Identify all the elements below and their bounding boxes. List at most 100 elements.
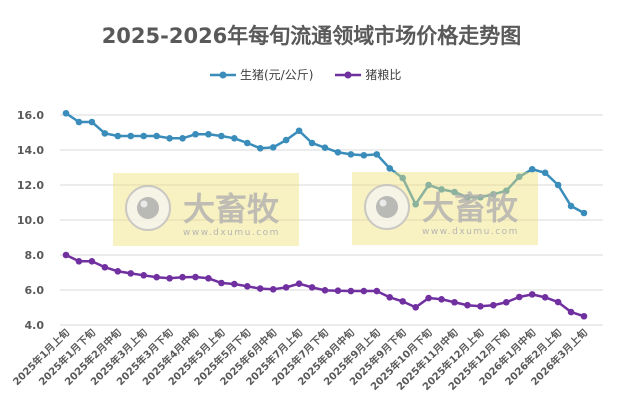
y-tick-label: 4.0 <box>25 319 45 332</box>
data-point-pig-grain-ratio <box>153 273 160 281</box>
data-point-pig-price <box>88 118 96 126</box>
data-point-pig-grain-ratio <box>490 301 497 309</box>
svg-text:www.dxumu.com: www.dxumu.com <box>422 227 519 237</box>
data-point-pig-price <box>62 109 70 117</box>
data-point-pig-grain-ratio <box>554 298 562 306</box>
data-point-pig-price <box>218 132 225 140</box>
data-point-pig-grain-ratio <box>192 273 199 281</box>
data-point-pig-grain-ratio <box>567 308 575 316</box>
legend-marker-pig-grain-ratio <box>335 71 362 78</box>
data-point-pig-grain-ratio <box>528 291 536 298</box>
data-point-pig-price <box>269 144 277 151</box>
data-point-pig-price <box>528 165 536 173</box>
data-point-pig-price <box>567 202 575 210</box>
legend-label-pig-grain-ratio: 猪粮比 <box>365 68 402 82</box>
data-point-pig-price <box>503 187 510 195</box>
data-point-pig-price <box>179 134 186 142</box>
data-point-pig-grain-ratio <box>451 298 458 306</box>
data-point-pig-price <box>464 193 471 201</box>
data-point-pig-price <box>554 181 562 189</box>
data-point-pig-grain-ratio <box>88 258 96 265</box>
y-tick-label: 16.0 <box>17 109 44 122</box>
data-point-pig-price <box>477 193 484 201</box>
data-point-pig-price <box>515 173 523 181</box>
data-point-pig-grain-ratio <box>256 285 264 292</box>
data-point-pig-grain-ratio <box>205 274 212 282</box>
data-point-pig-grain-ratio <box>464 301 471 309</box>
data-point-pig-price <box>75 118 83 126</box>
y-tick-label: 6.0 <box>25 284 45 297</box>
data-point-pig-grain-ratio <box>218 279 225 287</box>
y-tick-label: 8.0 <box>25 249 45 262</box>
data-point-pig-grain-ratio <box>438 295 445 303</box>
data-point-pig-grain-ratio <box>360 287 368 295</box>
data-point-pig-price <box>166 134 173 142</box>
data-point-pig-grain-ratio <box>386 294 394 301</box>
data-point-pig-grain-ratio <box>412 304 419 311</box>
data-point-pig-grain-ratio <box>580 312 588 320</box>
data-point-pig-grain-ratio <box>515 293 523 301</box>
data-point-pig-grain-ratio <box>114 267 122 275</box>
data-point-pig-grain-ratio <box>503 298 510 306</box>
data-point-pig-price <box>101 130 109 137</box>
data-point-pig-grain-ratio <box>62 251 70 259</box>
data-point-pig-price <box>541 169 549 177</box>
data-point-pig-price <box>127 132 135 140</box>
data-point-pig-grain-ratio <box>179 273 186 281</box>
data-point-pig-grain-ratio <box>334 287 342 295</box>
data-point-pig-price <box>114 132 122 140</box>
data-point-pig-grain-ratio <box>231 280 238 288</box>
data-point-pig-grain-ratio <box>75 258 83 265</box>
data-point-pig-grain-ratio <box>269 286 277 293</box>
data-point-pig-price <box>321 144 329 152</box>
data-point-pig-price <box>438 186 445 193</box>
data-point-pig-price <box>347 151 355 158</box>
data-point-pig-grain-ratio <box>101 263 109 271</box>
data-point-pig-price <box>399 174 407 182</box>
y-tick-label: 12.0 <box>17 179 44 192</box>
data-point-pig-price <box>256 144 264 152</box>
legend-label-pig-price: 生猪(元/公斤) <box>240 68 314 82</box>
svg-text:大畜牧: 大畜牧 <box>422 189 519 227</box>
data-point-pig-grain-ratio <box>399 298 407 305</box>
data-point-pig-price <box>580 209 588 217</box>
legend-marker-pig-price <box>210 71 236 78</box>
data-point-pig-price <box>231 134 238 142</box>
data-point-pig-grain-ratio <box>166 274 173 282</box>
data-point-pig-price <box>205 130 212 138</box>
legend-item-pig-price: 生猪(元/公斤) <box>210 66 313 83</box>
data-point-pig-price <box>295 127 303 135</box>
legend: 生猪(元/公斤) 猪粮比 <box>210 66 401 83</box>
data-point-pig-grain-ratio <box>244 283 251 290</box>
data-point-pig-grain-ratio <box>321 287 329 294</box>
data-point-pig-price <box>451 188 458 196</box>
data-point-pig-price <box>140 132 147 140</box>
data-point-pig-grain-ratio <box>295 280 303 288</box>
legend-item-pig-grain-ratio: 猪粮比 <box>335 66 401 83</box>
data-point-pig-price <box>244 139 251 147</box>
chart-title: 2025-2026年每旬流通领域市场价格走势图 <box>101 24 522 48</box>
svg-text:大畜牧: 大畜牧 <box>183 190 280 228</box>
data-point-pig-price <box>412 200 419 208</box>
svg-text:www.dxumu.com: www.dxumu.com <box>183 228 280 238</box>
data-point-pig-grain-ratio <box>140 272 147 279</box>
data-point-pig-price <box>153 132 160 140</box>
data-point-pig-price <box>373 151 381 158</box>
data-point-pig-price <box>282 136 290 144</box>
series-line-pig-grain-ratio <box>65 253 585 318</box>
data-point-pig-grain-ratio <box>477 302 484 310</box>
data-point-pig-grain-ratio <box>308 284 316 291</box>
data-point-pig-grain-ratio <box>373 287 381 295</box>
data-point-pig-grain-ratio <box>425 294 432 302</box>
y-tick-label: 10.0 <box>17 214 44 227</box>
data-point-pig-price <box>425 181 432 189</box>
data-point-pig-grain-ratio <box>347 287 355 295</box>
data-point-pig-price <box>308 139 316 147</box>
data-point-pig-price <box>334 148 342 156</box>
data-point-pig-grain-ratio <box>541 294 549 301</box>
y-tick-label: 14.0 <box>17 144 44 157</box>
data-point-pig-price <box>490 190 497 198</box>
